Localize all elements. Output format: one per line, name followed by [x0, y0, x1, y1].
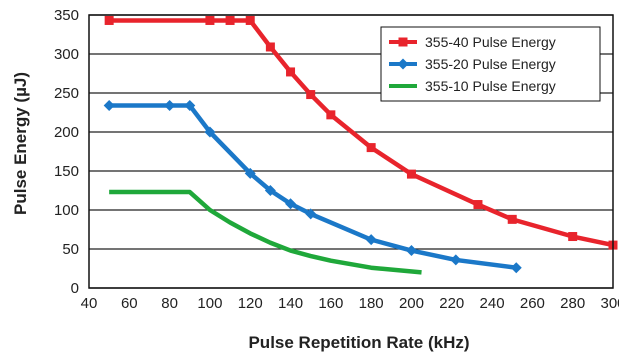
x-tick-label: 80 — [161, 295, 178, 312]
y-tick-label: 300 — [54, 46, 79, 63]
data-point — [507, 214, 517, 224]
plot-frame — [88, 14, 614, 289]
x-tick-label: 200 — [399, 295, 424, 312]
x-tick-label: 140 — [278, 295, 303, 312]
data-point — [164, 99, 176, 111]
x-tick-label: 120 — [238, 295, 263, 312]
y-tick-label: 150 — [54, 163, 79, 180]
legend-entry-355-10: 355-10 Pulse Energy — [389, 78, 556, 94]
x-tick-label: 180 — [359, 295, 384, 312]
data-point — [405, 245, 417, 257]
data-point — [225, 15, 235, 25]
data-point — [103, 99, 115, 111]
series-2 — [103, 99, 522, 274]
y-tick-label: 0 — [71, 280, 79, 297]
series-3 — [109, 189, 422, 275]
data-point — [306, 90, 316, 100]
series-line — [109, 103, 517, 270]
data-point — [510, 262, 522, 274]
data-point — [245, 15, 255, 25]
legend-box — [380, 26, 601, 102]
y-axis-label: Pulse Energy (µJ) — [11, 72, 30, 215]
x-tick-label: 160 — [318, 295, 343, 312]
series-line — [109, 189, 422, 275]
data-point — [184, 99, 196, 111]
data-point — [305, 208, 317, 220]
y-tick-label: 50 — [62, 241, 79, 258]
legend-label-355-20: 355-20 Pulse Energy — [425, 56, 556, 72]
x-tick-label: 300 — [600, 295, 619, 312]
x-tick-label: 100 — [197, 295, 222, 312]
legend-label-355-10: 355-10 Pulse Energy — [425, 78, 556, 94]
data-point — [473, 200, 483, 210]
data-point — [204, 126, 216, 138]
data-point — [285, 198, 297, 210]
data-point — [205, 15, 215, 25]
data-point — [366, 143, 376, 153]
x-tick-labels: 40 60 80 100 120 140 160 180 200 220 240 260 280 300 — [81, 295, 619, 312]
legend: 355-40 Pulse Energy 355-20 Pulse Energy … — [380, 26, 601, 102]
x-tick-label: 220 — [439, 295, 464, 312]
y-tick-label: 100 — [54, 202, 79, 219]
x-tick-label: 60 — [121, 295, 138, 312]
data-point — [568, 232, 578, 242]
y-tick-labels: 0 50 100 150 200 250 300 350 — [54, 7, 79, 297]
x-axis-label: Pulse Repetition Rate (kHz) — [248, 333, 469, 352]
data-point — [264, 185, 276, 196]
data-point — [326, 110, 336, 120]
data-point — [406, 169, 416, 179]
legend-entry-355-20: 355-20 Pulse Energy — [389, 56, 556, 72]
data-point — [365, 234, 377, 246]
legend-marker — [397, 58, 409, 70]
legend-label-355-40: 355-40 Pulse Energy — [425, 34, 556, 50]
y-tick-label: 200 — [54, 124, 79, 141]
data-point — [450, 254, 462, 266]
legend-marker — [398, 37, 408, 47]
data-point — [104, 15, 114, 25]
y-tick-label: 250 — [54, 85, 79, 102]
x-tick-label: 280 — [560, 295, 585, 312]
legend-entry-355-40: 355-40 Pulse Energy — [389, 34, 556, 50]
x-tick-label: 40 — [81, 295, 98, 312]
data-point — [286, 67, 296, 77]
data-point — [265, 42, 275, 52]
x-tick-label: 260 — [520, 295, 545, 312]
x-tick-label: 240 — [480, 295, 505, 312]
y-tick-label: 350 — [54, 7, 79, 24]
data-point — [244, 167, 256, 179]
